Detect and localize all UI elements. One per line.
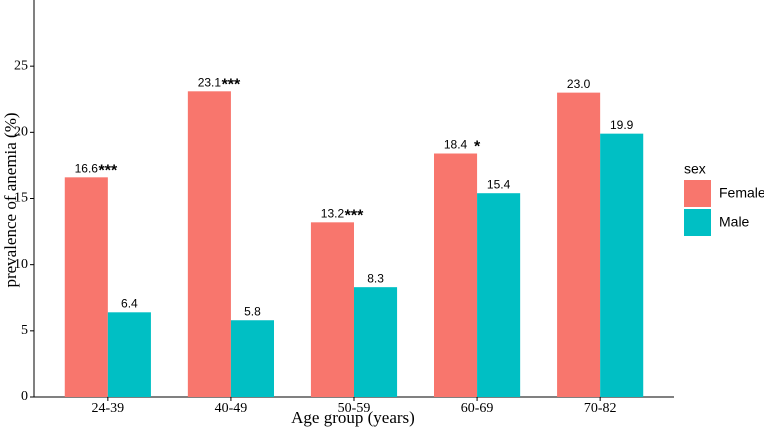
value-label: 19.9 xyxy=(610,118,634,132)
y-tick-label: 5 xyxy=(21,323,28,338)
x-tick-label: 40-49 xyxy=(215,401,248,416)
value-label: 23.1 xyxy=(198,75,222,89)
significance: *** xyxy=(222,77,241,94)
value-label: 13.2 xyxy=(321,206,345,220)
bar xyxy=(310,222,354,397)
y-tick-label: 0 xyxy=(21,389,28,404)
legend-swatch xyxy=(684,209,711,236)
bar xyxy=(600,133,644,397)
value-label: 6.4 xyxy=(121,296,138,310)
bar xyxy=(354,287,398,397)
legend-label: Female xyxy=(719,185,764,201)
x-tick-label: 70-82 xyxy=(584,401,617,416)
bar xyxy=(434,153,478,397)
x-tick-label: 50-59 xyxy=(338,401,371,416)
value-label: 15.4 xyxy=(487,177,511,191)
x-tick-label: 60-69 xyxy=(461,401,494,416)
value-label: 8.3 xyxy=(367,271,384,285)
bar xyxy=(107,312,151,397)
y-tick-label: 10 xyxy=(14,257,28,272)
bar xyxy=(64,177,108,397)
bar xyxy=(230,320,274,397)
significance: * xyxy=(474,139,481,156)
value-label: 23.0 xyxy=(567,77,591,91)
value-label: 18.4 xyxy=(444,138,468,152)
bar xyxy=(477,193,521,397)
x-tick-label: 24-39 xyxy=(92,401,125,416)
y-tick-label: 20 xyxy=(14,125,28,140)
bar xyxy=(557,92,601,397)
value-label: 16.6 xyxy=(75,161,99,175)
bar xyxy=(187,91,231,397)
legend-swatch xyxy=(684,180,711,207)
legend-label: Male xyxy=(719,214,750,230)
significance: *** xyxy=(345,208,364,225)
y-tick-label: 15 xyxy=(14,191,28,206)
value-label: 5.8 xyxy=(244,304,261,318)
x-axis-title: Age group (years) xyxy=(291,408,415,427)
legend-title: sex xyxy=(684,161,706,177)
y-tick-label: 25 xyxy=(14,58,28,73)
y-axis-title: prevalence of anemia (%) xyxy=(1,112,20,287)
significance: *** xyxy=(99,163,118,180)
